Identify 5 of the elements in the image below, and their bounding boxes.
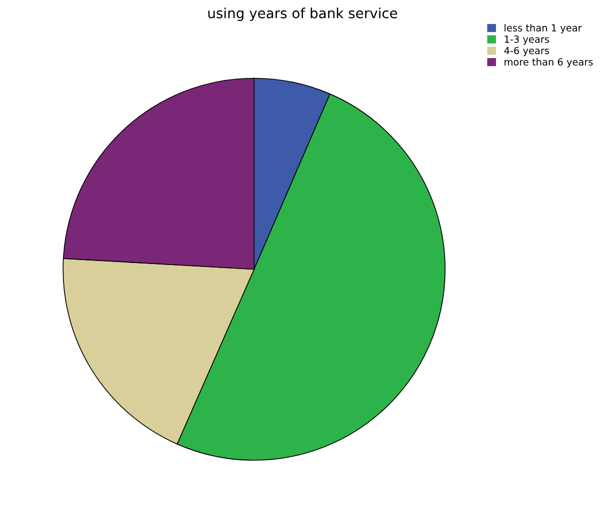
legend-label: 1-3 years <box>504 36 549 45</box>
legend-label: less than 1 year <box>504 24 582 34</box>
legend-label: more than 6 years <box>504 58 593 68</box>
legend-label: 4-6 years <box>504 46 549 56</box>
chart-title: using years of bank service <box>208 8 398 22</box>
